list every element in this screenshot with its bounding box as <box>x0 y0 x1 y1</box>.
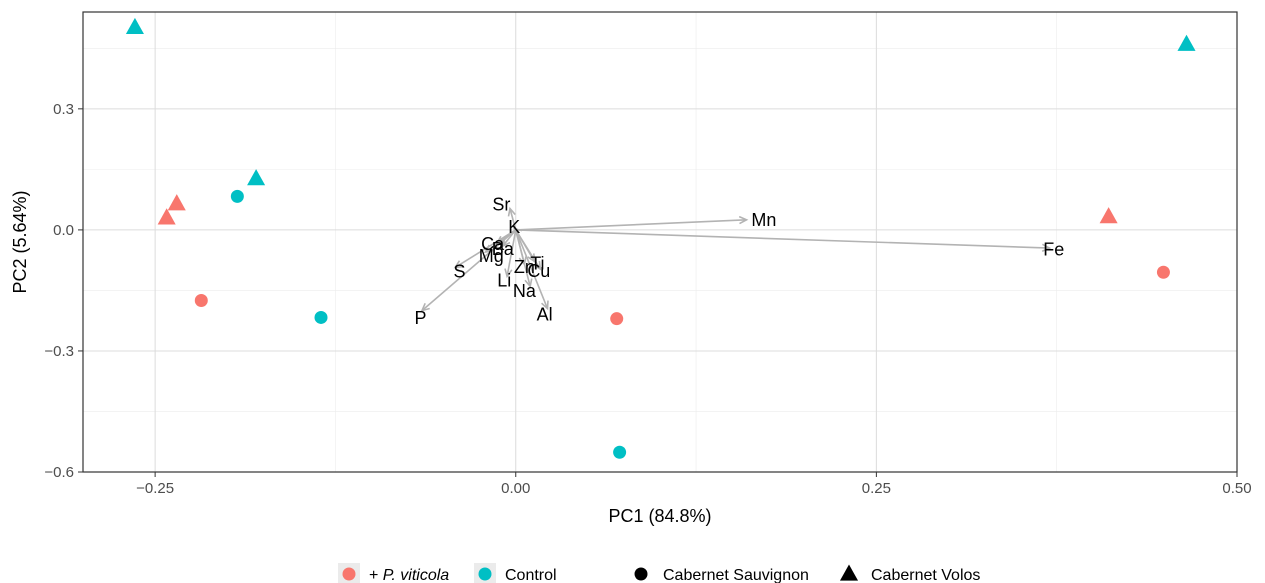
loading-label-fe: Fe <box>1043 239 1064 259</box>
loading-label-ca: Ca <box>481 234 505 254</box>
loading-arrow-fe <box>515 229 1050 249</box>
loading-label-s: S <box>453 261 465 281</box>
legend-key-treatment-1 <box>478 567 492 581</box>
x-tick-label: −0.25 <box>136 480 174 497</box>
loading-arrowhead-na <box>524 278 533 289</box>
loading-label-p: P <box>415 308 427 328</box>
data-point-circle <box>194 294 208 308</box>
loading-label-zn: Zn <box>514 257 535 277</box>
legend-label-treatment-1: Control <box>505 567 557 583</box>
legend-label-cultivar-1: Cabernet Volos <box>871 567 980 583</box>
loading-label-mg: Mg <box>479 246 504 266</box>
loading-label-cu: Cu <box>527 261 550 281</box>
x-tick-label: 0.00 <box>501 480 530 497</box>
legend-label-cultivar-0: Cabernet Sauvignon <box>663 567 809 583</box>
x-tick-label: 0.25 <box>862 480 891 497</box>
data-point-triangle <box>1099 207 1118 224</box>
loading-label-mn: Mn <box>751 210 776 230</box>
sample-points <box>125 17 1196 459</box>
loading-arrow-p <box>421 229 517 312</box>
loading-arrow-li <box>506 229 517 277</box>
loading-label-na: Na <box>513 281 537 301</box>
data-point-triangle <box>247 169 266 186</box>
legend-key-cultivar-0 <box>634 567 648 581</box>
plot-panel-border <box>82 11 1238 473</box>
data-point-circle <box>230 189 244 203</box>
x-tick-label: 0.50 <box>1222 480 1251 497</box>
data-point-triangle <box>1177 34 1196 51</box>
loading-arrowhead-li <box>504 268 513 279</box>
y-tick-label: 0.3 <box>53 101 74 118</box>
data-point-triangle <box>157 208 176 225</box>
data-point-circle <box>610 312 624 326</box>
loading-arrow-al <box>515 229 549 309</box>
loading-arrowhead-p <box>420 302 430 312</box>
loading-arrowhead-ti <box>527 253 536 263</box>
loading-arrow-sr <box>509 208 517 231</box>
data-point-triangle <box>167 194 186 211</box>
data-point-circle <box>613 445 627 459</box>
data-point-circle <box>314 310 328 324</box>
data-point-triangle <box>125 17 144 34</box>
y-tick-label: −0.3 <box>44 343 74 360</box>
loading-arrowhead-cu <box>533 260 542 271</box>
legend-key-treatment-0 <box>342 567 356 581</box>
loading-arrow-na <box>514 229 531 287</box>
loading-label-li: Li <box>497 270 511 290</box>
loading-arrowhead-mn <box>738 215 749 225</box>
loading-arrowhead-al <box>541 300 549 311</box>
y-tick-label: −0.6 <box>44 464 74 481</box>
axis-ticks: −0.25 0.00 0.25 0.50 −0.6 −0.3 0.0 0.3 <box>44 101 1251 497</box>
loading-arrow-cu <box>515 229 541 270</box>
loading-arrowhead-fe <box>1041 243 1052 253</box>
loading-arrow-s <box>454 229 517 269</box>
y-tick-label: 0.0 <box>53 222 74 239</box>
loading-label-al: Al <box>537 305 553 325</box>
loading-arrowhead-s <box>453 260 464 269</box>
legend: + P. viticola Control Cabernet Sauvignon Ca… <box>338 563 980 583</box>
legend-label-treatment-0: + P. viticola <box>369 567 449 583</box>
loading-label-sr: Sr <box>492 194 510 214</box>
legend-key-cultivar-1 <box>839 564 859 581</box>
loading-label-ti: Ti <box>530 253 544 273</box>
y-axis-title: PC2 (5.64%) <box>10 190 30 293</box>
loading-label-ba: Ba <box>492 239 515 259</box>
x-axis-title: PC1 (84.8%) <box>608 506 711 526</box>
loading-arrow-mn <box>515 219 747 231</box>
data-point-circle <box>1156 265 1170 279</box>
loading-arrowhead-sr <box>507 206 516 217</box>
loading-label-k: K <box>508 217 520 237</box>
